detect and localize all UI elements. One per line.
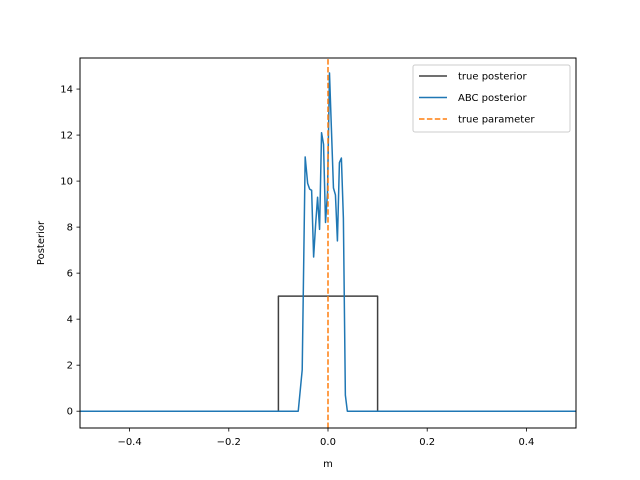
legend-label-true-parameter: true parameter — [458, 115, 535, 126]
legend-items: true posterior ABC posterior true paramete… — [419, 72, 535, 126]
legend-box — [412, 64, 571, 133]
y-tick-label: 0 — [67, 407, 73, 418]
legend-label-abc-posterior: ABC posterior — [458, 93, 527, 104]
y-tick-label: 14 — [60, 85, 73, 96]
y-tick-label: 10 — [60, 177, 73, 188]
y-tick-label: 12 — [60, 131, 73, 142]
y-tick-label: 8 — [67, 223, 73, 234]
legend-label-true-posterior: true posterior — [458, 72, 527, 83]
plot-lines — [80, 58, 576, 428]
x-axis-ticks: −0.4 −0.2 0.0 0.2 0.4 — [117, 428, 534, 448]
x-tick-label: −0.2 — [217, 437, 241, 448]
x-tick-label: 0.2 — [419, 437, 435, 448]
y-axis-ticks: 0 2 4 6 8 10 12 14 — [60, 85, 80, 418]
y-tick-label: 4 — [67, 315, 73, 326]
x-tick-label: −0.4 — [117, 437, 141, 448]
x-axis-label: m — [323, 459, 333, 470]
y-tick-label: 2 — [67, 361, 73, 372]
x-tick-label: 0.4 — [518, 437, 534, 448]
x-tick-label: 0.0 — [320, 437, 336, 448]
y-tick-label: 6 — [67, 269, 73, 280]
legend: true posterior ABC posterior true paramete… — [412, 64, 571, 133]
y-axis-label: Posterior — [36, 220, 47, 265]
